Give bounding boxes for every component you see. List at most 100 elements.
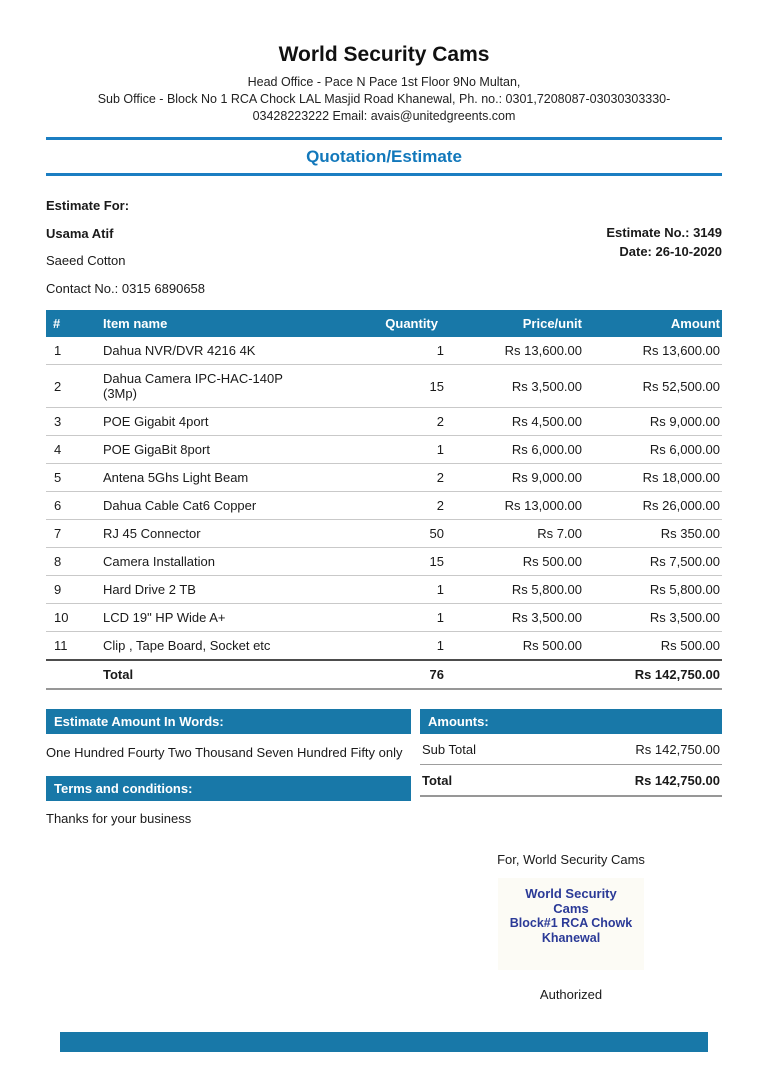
stamp-line-1: World Security Cams (525, 886, 617, 916)
header-row: # Item name Quantity Price/unit Amount (46, 310, 722, 337)
quotation-page: World Security Cams Head Office - Pace N… (0, 42, 768, 1066)
items-table-body: 1 Dahua NVR/DVR 4216 4K 1 Rs 13,600.00 Rs 13… (46, 337, 722, 661)
cell-price: Rs 13,600.00 (446, 337, 590, 365)
cell-amount: Rs 18,000.00 (590, 463, 722, 492)
divider-bottom (46, 173, 722, 176)
grand-total-value: Rs 142,750.00 (634, 773, 720, 788)
cell-index: 3 (46, 407, 95, 436)
cell-quantity: 2 (318, 491, 446, 520)
table-row: 6 Dahua Cable Cat6 Copper 2 Rs 13,000.00 Rs … (46, 491, 722, 520)
customer-company: Saeed Cotton (46, 253, 126, 268)
cell-price: Rs 9,000.00 (446, 463, 590, 492)
cell-item-name: Dahua NVR/DVR 4216 4K (95, 337, 318, 365)
subtotal-row: Sub Total Rs 142,750.00 (420, 734, 722, 765)
footer-bar (60, 1032, 708, 1052)
words-and-terms: Estimate Amount In Words: One Hundred Fo… (46, 709, 411, 826)
cell-item-name: RJ 45 Connector (95, 519, 318, 548)
customer-details: Estimate For: Usama Atif Saeed Cotton Co… (46, 198, 205, 308)
table-row: 5 Antena 5Ghs Light Beam 2 Rs 9,000.00 Rs 18… (46, 463, 722, 492)
cell-amount: Rs 6,000.00 (590, 435, 722, 464)
cell-index: 1 (46, 337, 95, 365)
items-table: # Item name Quantity Price/unit Amount 1… (46, 310, 722, 690)
cell-item-name: LCD 19" HP Wide A+ (95, 603, 318, 632)
cell-item-name: Camera Installation (95, 547, 318, 576)
amounts-panel: Amounts: Sub Total Rs 142,750.00 Total R… (420, 709, 722, 797)
cell-price: Rs 5,800.00 (446, 575, 590, 604)
cell-amount: Rs 9,000.00 (590, 407, 722, 436)
total-quantity: 76 (318, 659, 446, 690)
lower-section: Estimate Amount In Words: One Hundred Fo… (46, 709, 722, 826)
cell-index: 10 (46, 603, 95, 632)
cell-price: Rs 3,500.00 (446, 364, 590, 408)
cell-index: 5 (46, 463, 95, 492)
cell-quantity: 1 (318, 435, 446, 464)
cell-price: Rs 500.00 (446, 547, 590, 576)
grand-total-label: Total (422, 773, 453, 788)
estimate-date: Date: 26-10-2020 (619, 244, 722, 259)
cell-quantity: 1 (318, 603, 446, 632)
cell-price: Rs 13,000.00 (446, 491, 590, 520)
cell-amount: Rs 13,600.00 (590, 337, 722, 365)
items-table-footer: Total 76 Rs 142,750.00 (46, 659, 722, 690)
estimate-number: Estimate No.: 3149 (606, 225, 722, 240)
divider-top (46, 137, 722, 140)
cell-amount: Rs 26,000.00 (590, 491, 722, 520)
cell-item-name: POE Gigabit 4port (95, 407, 318, 436)
col-header-amount: Amount (590, 310, 722, 337)
col-header-price: Price/unit (446, 310, 590, 337)
cell-price: Rs 500.00 (446, 631, 590, 661)
authorized-label: Authorized (539, 987, 603, 1002)
cell-quantity: 15 (318, 547, 446, 576)
table-row: 7 RJ 45 Connector 50 Rs 7.00 Rs 350.00 (46, 519, 722, 548)
cell-quantity: 15 (318, 364, 446, 408)
signature-section: For, World Security Cams World Security … (46, 826, 722, 1002)
col-header-index: # (46, 310, 95, 337)
cell-quantity: 1 (318, 631, 446, 661)
table-row: 10 LCD 19" HP Wide A+ 1 Rs 3,500.00 Rs 3,500… (46, 603, 722, 632)
cell-index: 8 (46, 547, 95, 576)
estimate-for-label: Estimate For: (46, 198, 130, 213)
cell-price: Rs 3,500.00 (446, 603, 590, 632)
amounts-header: Amounts: (420, 709, 722, 734)
estimate-meta: Estimate No.: 3149 Date: 26-10-2020 (606, 223, 722, 308)
amount-in-words-text: One Hundred Fourty Two Thousand Seven Hu… (46, 745, 403, 760)
cell-price: Rs 6,000.00 (446, 435, 590, 464)
stamp-line-3: Khanewal (541, 931, 601, 945)
document-title: Quotation/Estimate (306, 147, 462, 166)
customer-contact: Contact No.: 0315 6890658 (46, 280, 206, 296)
cell-index: 6 (46, 491, 95, 520)
customer-section: Estimate For: Usama Atif Saeed Cotton Co… (46, 198, 722, 308)
cell-amount: Rs 3,500.00 (590, 603, 722, 632)
address-line-1: Head Office - Pace N Pace 1st Floor 9No … (247, 75, 521, 89)
cell-price: Rs 7.00 (446, 519, 590, 548)
cell-amount: Rs 7,500.00 (590, 547, 722, 576)
col-header-quantity: Quantity (318, 310, 446, 337)
cell-item-name: Hard Drive 2 TB (95, 575, 318, 604)
cell-item-name: Dahua Camera IPC-HAC-140P (3Mp) (95, 364, 318, 408)
cell-item-name: Clip , Tape Board, Socket etc (95, 631, 318, 661)
stamp-line-2: Block#1 RCA Chowk (509, 916, 633, 930)
cell-amount: Rs 52,500.00 (590, 364, 722, 408)
cell-index: 9 (46, 575, 95, 604)
cell-quantity: 1 (318, 337, 446, 365)
table-row: 8 Camera Installation 15 Rs 500.00 Rs 7,500.… (46, 547, 722, 576)
items-table-header: # Item name Quantity Price/unit Amount (46, 310, 722, 337)
cell-price: Rs 4,500.00 (446, 407, 590, 436)
table-row: 9 Hard Drive 2 TB 1 Rs 5,800.00 Rs 5,800.00 (46, 575, 722, 604)
grand-total-row: Total Rs 142,750.00 (420, 765, 722, 797)
total-row: Total 76 Rs 142,750.00 (46, 659, 722, 690)
total-price-spacer (446, 659, 590, 690)
signature-block: For, World Security Cams World Security … (420, 852, 722, 1002)
company-address: Head Office - Pace N Pace 1st Floor 9No … (46, 74, 722, 125)
cell-amount: Rs 350.00 (590, 519, 722, 548)
cell-amount: Rs 5,800.00 (590, 575, 722, 604)
cell-index: 7 (46, 519, 95, 548)
table-row: 2 Dahua Camera IPC-HAC-140P (3Mp) 15 Rs 3,5… (46, 364, 722, 408)
company-stamp: World Security Cams Block#1 RCA Chowk Kh… (498, 878, 644, 970)
cell-item-name: Antena 5Ghs Light Beam (95, 463, 318, 492)
cell-quantity: 2 (318, 463, 446, 492)
col-header-item-name: Item name (95, 310, 318, 337)
table-row: 4 POE GigaBit 8port 1 Rs 6,000.00 Rs 6,000.0… (46, 435, 722, 464)
for-company-line: For, World Security Cams (497, 852, 645, 867)
terms-header: Terms and conditions: (46, 776, 411, 801)
